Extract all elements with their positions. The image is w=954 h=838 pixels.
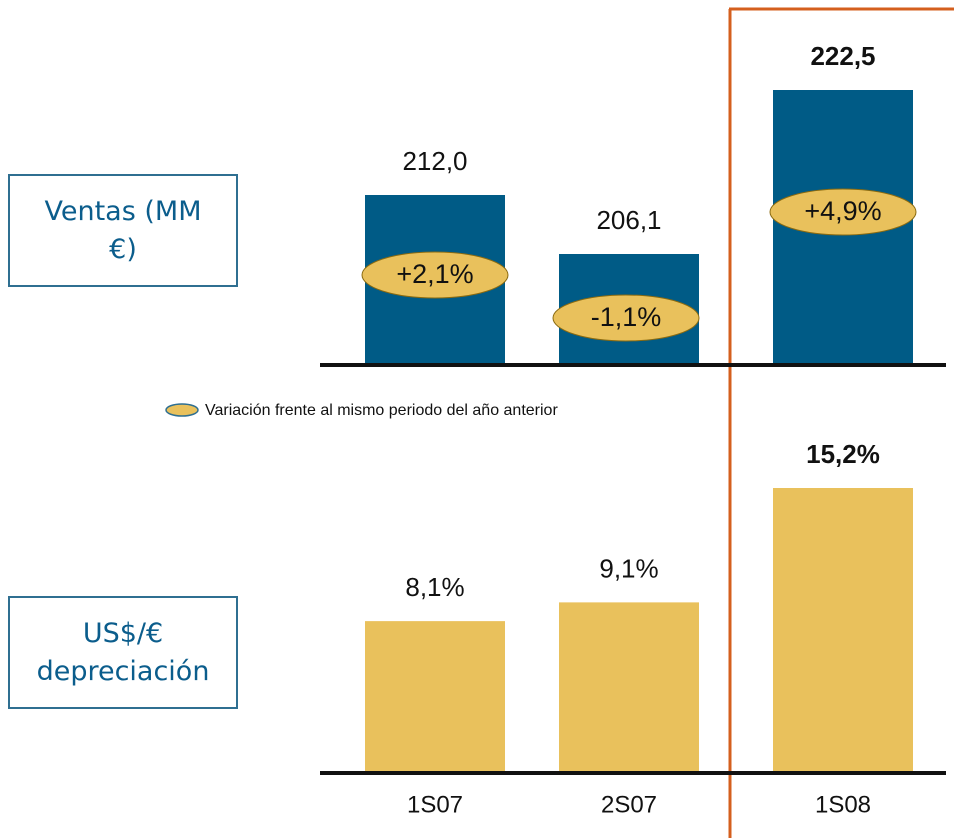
value-label: 15,2%: [806, 439, 880, 469]
value-label: 8,1%: [405, 572, 464, 602]
x-tick-label: 1S08: [815, 791, 871, 818]
value-label: 206,1: [596, 205, 661, 235]
variation-label: +4,9%: [804, 196, 881, 226]
variation-badge: [361, 251, 509, 299]
x-tick-label: 2S07: [601, 791, 657, 818]
value-label: 222,5: [810, 41, 875, 71]
variation-badge: [769, 188, 917, 236]
bar: [773, 488, 913, 773]
variation-label: -1,1%: [591, 302, 662, 332]
variation-label: +2,1%: [396, 259, 473, 289]
legend-label: Variación frente al mismo periodo del añ…: [205, 402, 558, 419]
legend-icon: [165, 403, 199, 417]
chart-title: Ventas (MM €): [8, 174, 238, 287]
bar: [365, 621, 505, 773]
x-tick-label: 1S07: [407, 791, 463, 818]
bar: [559, 602, 699, 773]
chart-title: US$/€ depreciación: [8, 596, 238, 709]
variation-badge: [552, 294, 700, 342]
value-label: 212,0: [402, 146, 467, 176]
value-label: 9,1%: [599, 553, 658, 583]
